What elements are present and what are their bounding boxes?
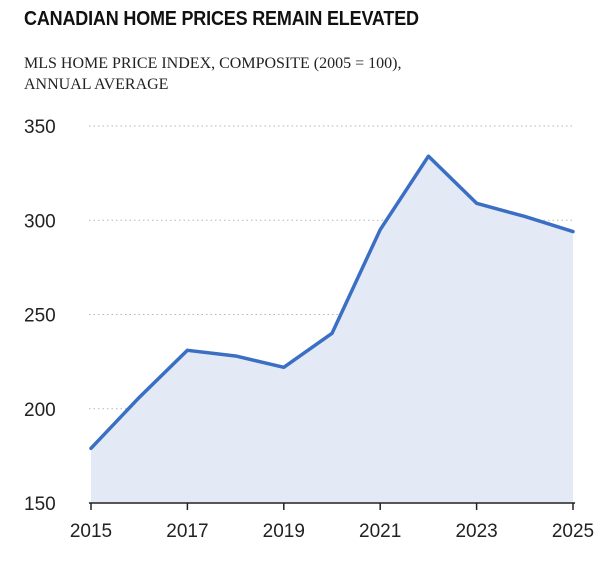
data-point-2020	[330, 331, 334, 335]
data-point-2025	[571, 230, 575, 234]
x-tick-label-2025: 2025	[552, 521, 594, 542]
y-tick-label-250: 250	[24, 306, 56, 327]
x-tick-label-2021: 2021	[359, 521, 401, 542]
data-point-2017	[185, 348, 189, 352]
y-tick-label-200: 200	[24, 400, 56, 421]
y-tick-label-300: 300	[24, 211, 56, 232]
chart-subtitle: MLS HOME PRICE INDEX, COMPOSITE (2005 = …	[24, 55, 402, 93]
x-tick-label-2023: 2023	[455, 521, 497, 542]
y-tick-label-150: 150	[24, 494, 56, 515]
data-point-2019	[282, 365, 286, 369]
x-tick-labels: 2015 2017 2019 2021 2023 2025	[70, 521, 594, 542]
x-tick-label-2015: 2015	[70, 521, 112, 542]
chart-title: CANADIAN HOME PRICES REMAIN ELEVATED	[24, 8, 419, 30]
data-point-2021	[378, 228, 382, 232]
area-fill	[91, 156, 573, 503]
series-line	[89, 154, 575, 451]
data-point-2015	[89, 446, 93, 450]
y-tick-label-350: 350	[24, 117, 56, 138]
x-tick-label-2017: 2017	[166, 521, 208, 542]
data-point-2024	[523, 214, 527, 218]
y-tick-labels: 150 200 250 300 350	[24, 117, 56, 515]
data-point-2018	[234, 354, 238, 358]
x-ticks	[90, 503, 574, 510]
x-tick-label-2019: 2019	[263, 521, 305, 542]
data-point-2016	[137, 395, 141, 399]
data-point-2022	[426, 154, 430, 158]
data-point-2023	[475, 201, 479, 205]
